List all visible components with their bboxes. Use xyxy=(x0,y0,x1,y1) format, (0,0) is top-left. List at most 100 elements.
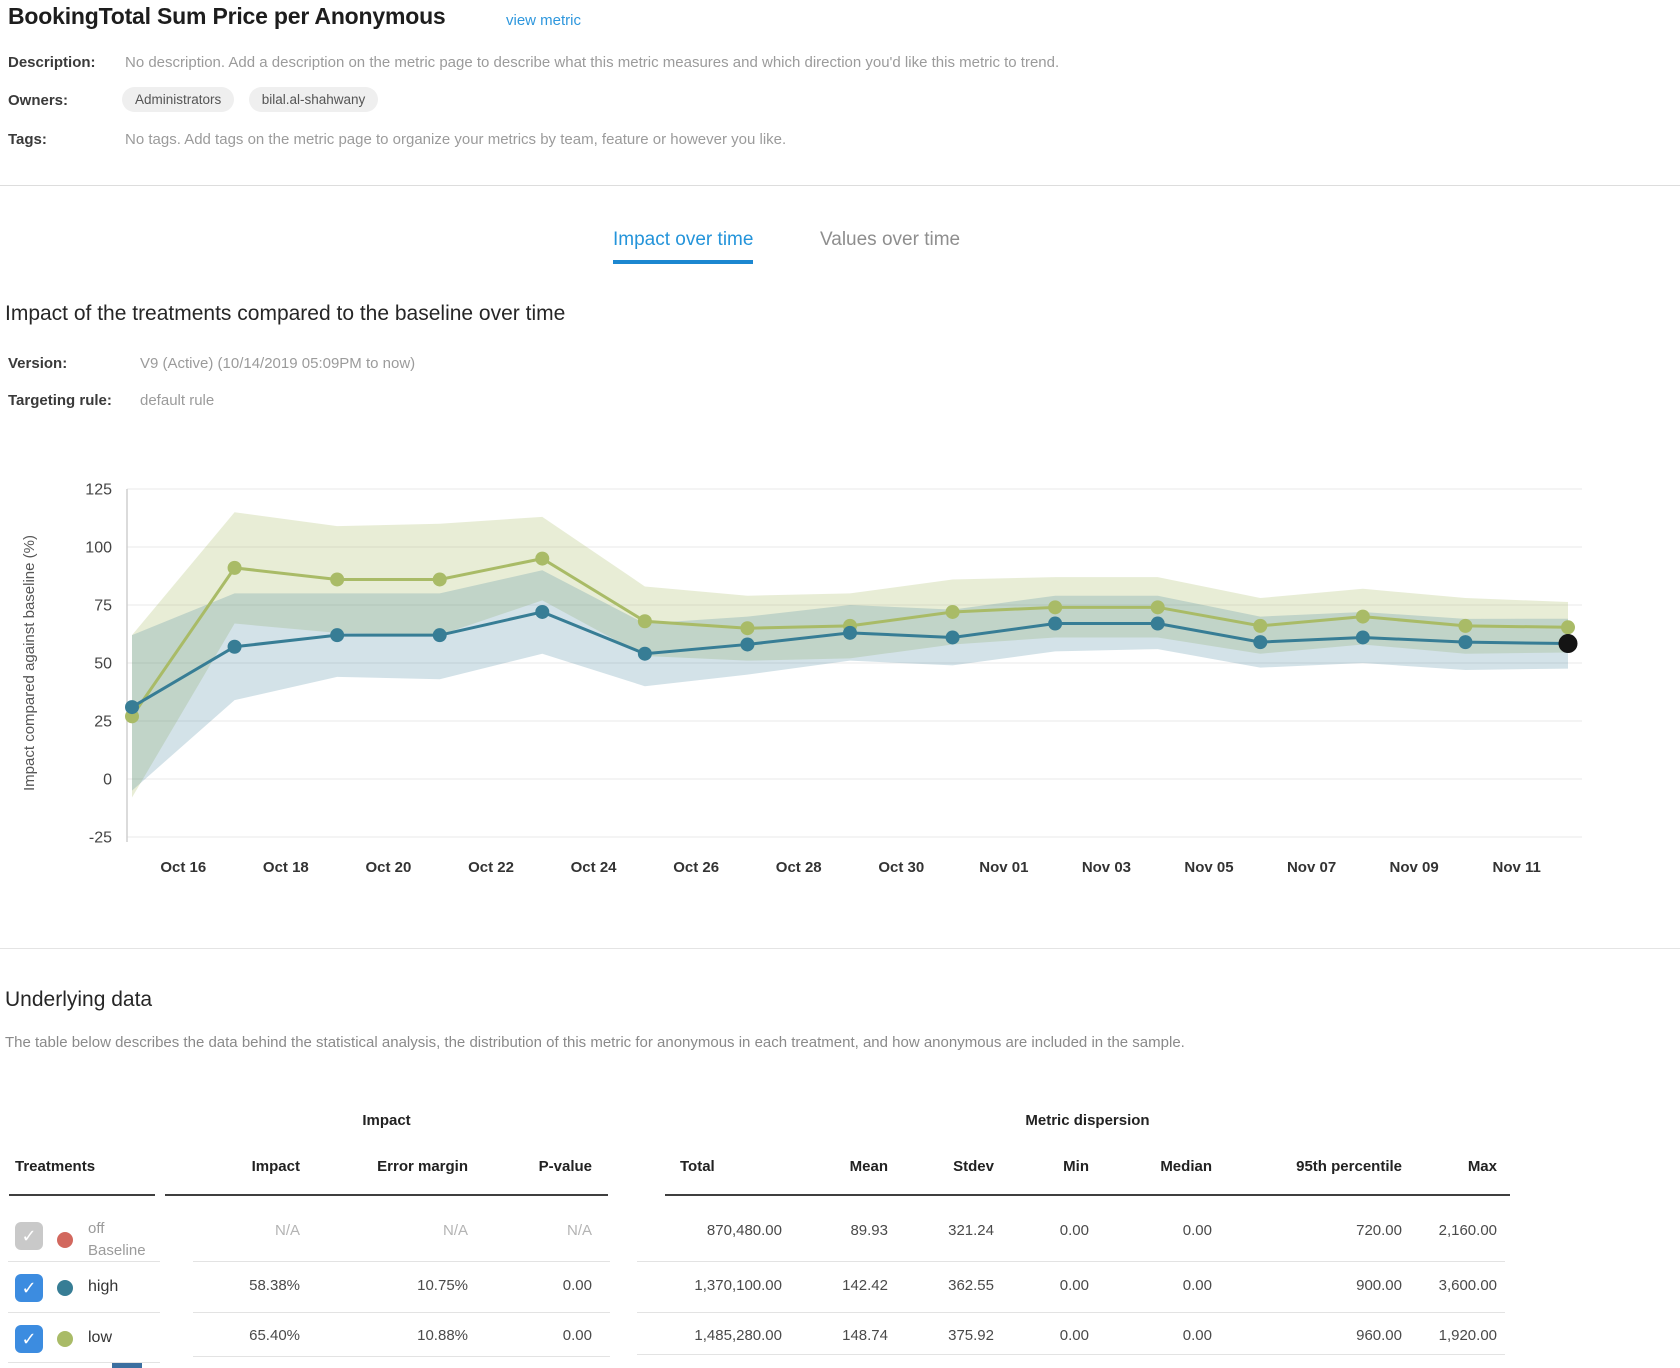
x-tick-label: Nov 03 xyxy=(1082,859,1131,876)
table-cell-high-median: 0.00 xyxy=(1182,1277,1212,1294)
treatment-checkbox-high[interactable]: ✓ xyxy=(15,1274,43,1302)
table-cell-low-impact: 65.40% xyxy=(249,1327,300,1344)
y-axis-title: Impact compared against baseline (%) xyxy=(21,535,38,791)
row-separator xyxy=(8,1312,160,1313)
data-point-high xyxy=(1458,635,1473,650)
latest-point-marker xyxy=(1558,634,1578,654)
row-separator xyxy=(637,1261,1505,1262)
table-cell-low-stdev: 375.92 xyxy=(948,1327,994,1344)
x-tick-label: Oct 16 xyxy=(160,859,206,876)
x-tick-label: Nov 05 xyxy=(1184,859,1233,876)
data-point-low xyxy=(1355,609,1370,624)
impact-group-underline xyxy=(165,1194,608,1196)
owners-badges: Administrators bilal.al-shahwany xyxy=(122,87,388,112)
row-separator xyxy=(637,1312,1505,1313)
table-cell-low-p_value: 0.00 xyxy=(562,1327,592,1344)
data-point-high xyxy=(842,625,857,640)
row-separator xyxy=(8,1261,160,1262)
table-cell-low-min: 0.00 xyxy=(1059,1327,1089,1344)
treatments-header-underline xyxy=(9,1194,155,1196)
impact-group-header: Impact xyxy=(362,1112,411,1129)
data-point-low xyxy=(637,614,652,629)
metric-dispersion-group-header: Metric dispersion xyxy=(1025,1112,1150,1129)
treatment-label-off: off xyxy=(88,1220,105,1237)
treatment-checkbox-off[interactable]: ✓ xyxy=(15,1222,43,1250)
treatment-color-dot-high xyxy=(57,1280,73,1296)
x-tick-label: Nov 11 xyxy=(1493,859,1541,876)
table-cell-high-min: 0.00 xyxy=(1059,1277,1089,1294)
impact-over-time-chart[interactable]: 125 100 75 50 25 0 -25 Impact compared against … xyxy=(0,430,1680,950)
owner-badge: Administrators xyxy=(122,87,235,112)
row-separator xyxy=(193,1261,610,1262)
treatment-label-low: low xyxy=(88,1329,113,1346)
data-point-low xyxy=(432,572,447,587)
data-point-high xyxy=(1048,616,1063,631)
column-header-95th-percentile: 95th percentile xyxy=(1296,1158,1402,1175)
x-tick-label: Oct 26 xyxy=(673,859,719,876)
owners-label: Owners: xyxy=(8,92,69,109)
table-cell-high-p_value: 0.00 xyxy=(562,1277,592,1294)
data-point-low xyxy=(330,572,345,587)
data-point-high xyxy=(330,628,345,643)
table-cell-high-total: 1,370,100.00 xyxy=(694,1277,782,1294)
tags-value: No tags. Add tags on the metric page to … xyxy=(125,131,787,148)
x-tick-label: Oct 20 xyxy=(365,859,411,876)
table-cell-low-max: 1,920.00 xyxy=(1438,1327,1497,1344)
table-cell-off-error_margin: N/A xyxy=(442,1222,468,1239)
table-cell-off-p95: 720.00 xyxy=(1356,1222,1402,1239)
column-header-mean: Mean xyxy=(849,1158,888,1175)
data-point-low xyxy=(740,621,755,636)
section-divider xyxy=(0,948,1680,949)
data-point-low xyxy=(1048,600,1063,615)
data-point-high xyxy=(535,604,550,619)
table-cell-off-median: 0.00 xyxy=(1182,1222,1212,1239)
version-label: Version: xyxy=(8,355,68,372)
data-point-high xyxy=(125,700,139,715)
table-cell-high-mean: 142.42 xyxy=(842,1277,888,1294)
treatment-checkbox-low[interactable]: ✓ xyxy=(15,1325,43,1353)
data-point-low xyxy=(1560,620,1575,635)
description-value: No description. Add a description on the… xyxy=(125,54,1060,71)
table-cell-off-max: 2,160.00 xyxy=(1438,1222,1497,1239)
table-cell-low-error_margin: 10.88% xyxy=(417,1327,468,1344)
impact-section-heading: Impact of the treatments compared to the… xyxy=(5,302,566,325)
x-tick-label: Oct 22 xyxy=(468,859,514,876)
tab-impact-over-time[interactable]: Impact over time xyxy=(613,229,754,264)
column-header-stdev: Stdev xyxy=(953,1158,994,1175)
x-tick-label: Nov 09 xyxy=(1390,859,1439,876)
table-cell-low-median: 0.00 xyxy=(1182,1327,1212,1344)
data-point-high xyxy=(945,630,960,645)
table-cell-low-total: 1,485,280.00 xyxy=(694,1327,782,1344)
partial-next-row-element xyxy=(112,1363,142,1368)
table-cell-low-mean: 148.74 xyxy=(842,1327,888,1344)
confidence-band-high xyxy=(132,570,1568,791)
table-cell-off-p_value: N/A xyxy=(566,1222,592,1239)
row-separator xyxy=(637,1354,1505,1355)
page-title: BookingTotal Sum Price per Anonymous xyxy=(8,3,446,29)
data-point-high xyxy=(637,646,652,661)
column-header-max: Max xyxy=(1467,1158,1497,1175)
table-cell-high-max: 3,600.00 xyxy=(1438,1277,1497,1294)
treatment-color-dot-low xyxy=(57,1331,73,1347)
data-point-high xyxy=(227,639,242,654)
table-cell-high-stdev: 362.55 xyxy=(948,1277,994,1294)
tab-values-over-time[interactable]: Values over time xyxy=(820,229,961,250)
x-tick-label: Oct 30 xyxy=(878,859,924,876)
column-header-p-value: P-value xyxy=(538,1158,592,1175)
y-tick-label: 0 xyxy=(103,772,112,789)
table-cell-off-total: 870,480.00 xyxy=(706,1222,782,1239)
version-value: V9 (Active) (10/14/2019 05:09PM to now) xyxy=(140,355,416,372)
view-metric-link[interactable]: view metric xyxy=(506,12,582,29)
data-point-high xyxy=(1150,616,1165,631)
y-tick-label: 50 xyxy=(94,656,112,673)
table-cell-low-p95: 960.00 xyxy=(1356,1327,1402,1344)
row-separator xyxy=(193,1356,610,1357)
table-cell-off-stdev: 321.24 xyxy=(948,1222,994,1239)
treatment-color-dot-off xyxy=(57,1232,73,1248)
owner-badge: bilal.al-shahwany xyxy=(248,87,379,112)
confidence-band-low xyxy=(132,512,1568,798)
table-cell-high-error_margin: 10.75% xyxy=(417,1277,468,1294)
row-separator xyxy=(193,1312,610,1313)
table-cell-off-min: 0.00 xyxy=(1059,1222,1089,1239)
